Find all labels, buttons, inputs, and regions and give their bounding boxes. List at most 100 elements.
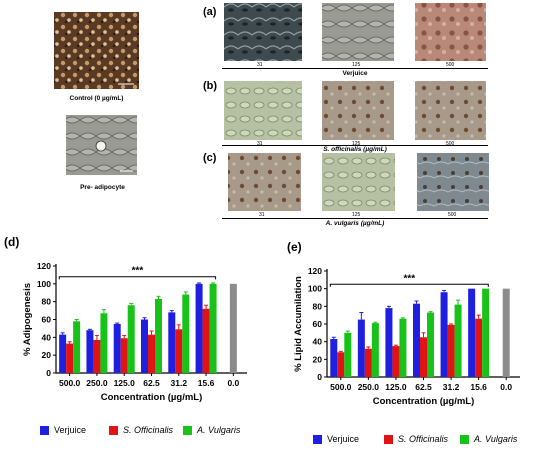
bar <box>413 303 420 377</box>
bar <box>155 298 162 373</box>
bar <box>66 343 74 373</box>
legend-item-a-vulgaris: A. Vulgaris <box>460 434 517 444</box>
panel-label-b: (b) <box>203 80 218 92</box>
y-tick-label: 0 <box>317 372 322 382</box>
bar <box>182 294 190 373</box>
x-tick-label: 62.5 <box>415 382 432 392</box>
panel-label-c: (c) <box>203 152 217 164</box>
bar <box>113 323 121 373</box>
preadipocyte-caption: Pre- adipocyte <box>80 184 125 191</box>
bar <box>330 339 338 377</box>
bar <box>392 346 400 377</box>
row-c-caption: A. vulgaris (µg/mL) <box>325 220 385 227</box>
legend-label: Verjuice <box>327 434 360 444</box>
bar <box>195 283 203 373</box>
bar <box>502 288 510 377</box>
panel-label-e: (e) <box>287 240 302 254</box>
x-axis-label: Concentration (µg/mL) <box>373 396 475 407</box>
conc-label: 31 <box>259 212 265 218</box>
legend-label: S. Officinalis <box>398 434 449 444</box>
x-tick-label: 0.0 <box>227 378 239 388</box>
a-vulgaris-500-micrograph <box>417 153 489 211</box>
s-officinalis-125-micrograph <box>322 81 394 140</box>
bar <box>93 340 101 373</box>
y-tick-label: 120 <box>308 266 322 276</box>
x-tick-label: 15.6 <box>198 378 215 388</box>
conc-label: 31 <box>257 141 263 147</box>
conc-label: 500 <box>446 141 455 147</box>
bar <box>175 329 183 373</box>
bar <box>100 313 108 373</box>
bar <box>468 288 476 377</box>
x-tick-label: 250.0 <box>86 378 108 388</box>
bar <box>420 337 427 377</box>
legend-label: S. Officinalis <box>123 425 174 435</box>
row-a-caption: Verjuice <box>342 70 368 77</box>
legend-item-verjuice: Verjuice <box>313 434 359 444</box>
y-tick-label: 120 <box>37 261 51 271</box>
panel-label-a: (a) <box>203 6 217 18</box>
conc-label: 500 <box>446 62 455 68</box>
significance-bracket <box>329 283 489 287</box>
x-tick-label: 125.0 <box>114 378 136 388</box>
y-tick-label: 100 <box>37 279 51 289</box>
y-tick-label: 80 <box>42 297 52 307</box>
bar <box>59 334 67 373</box>
control-caption: Control (0 µg/mL) <box>69 95 124 102</box>
legend-swatch <box>40 425 49 435</box>
bar <box>202 308 210 373</box>
bar <box>229 283 237 373</box>
bar <box>482 288 490 377</box>
x-tick-label: 15.6 <box>470 382 487 392</box>
y-axis-label: % Lipid Accumilation <box>293 276 304 372</box>
bar <box>73 321 81 373</box>
y-tick-label: 80 <box>313 301 323 311</box>
legend-swatch <box>384 434 393 444</box>
legend-label: A. Vulgaris <box>197 425 241 435</box>
preadipocyte-cell <box>95 140 107 152</box>
y-tick-label: 20 <box>313 354 323 364</box>
y-axis-label: % Adipogenesis <box>22 283 33 356</box>
bar <box>337 352 345 377</box>
y-tick-label: 100 <box>308 284 322 294</box>
y-tick-label: 40 <box>42 332 52 342</box>
bar <box>427 312 434 377</box>
x-tick-label: 500.0 <box>59 378 81 388</box>
x-tick-label: 31.2 <box>443 382 460 392</box>
control-micrograph <box>54 12 139 89</box>
legend-item-a-vulgaris: A. Vulgaris <box>183 425 240 435</box>
bar <box>454 304 462 377</box>
legend-swatch <box>460 434 469 444</box>
legend-item-verjuice: Verjuice <box>40 425 86 435</box>
bar <box>385 308 393 377</box>
bar <box>440 292 448 377</box>
y-tick-label: 40 <box>313 337 323 347</box>
significance-bracket <box>58 276 217 280</box>
bar <box>127 305 135 373</box>
verjuice-31-micrograph <box>224 3 302 61</box>
y-tick-label: 60 <box>313 319 323 329</box>
significance-label: *** <box>403 273 415 284</box>
row-b-caption: S. officinalis (µg/mL) <box>323 146 387 153</box>
legend-swatch <box>109 425 118 435</box>
legend-item-s-officinalis: S. Officinalis <box>384 434 448 444</box>
y-tick-label: 0 <box>46 368 51 378</box>
bar <box>120 338 128 373</box>
a-vulgaris-31-micrograph <box>228 153 301 211</box>
legend-label: Verjuice <box>54 425 87 435</box>
bar <box>364 348 372 377</box>
conc-label: 125 <box>352 212 361 218</box>
x-tick-label: 250.0 <box>358 382 380 392</box>
microscopy-figure <box>54 3 489 211</box>
panel-label-d: (d) <box>4 235 20 249</box>
significance-label: *** <box>132 266 144 277</box>
bar <box>168 312 176 373</box>
bar <box>148 334 155 373</box>
x-tick-label: 31.2 <box>171 378 188 388</box>
x-tick-label: 0.0 <box>500 382 512 392</box>
row-b-rule <box>222 145 488 146</box>
s-officinalis-31-micrograph <box>224 81 302 140</box>
legend-swatch <box>183 425 192 435</box>
